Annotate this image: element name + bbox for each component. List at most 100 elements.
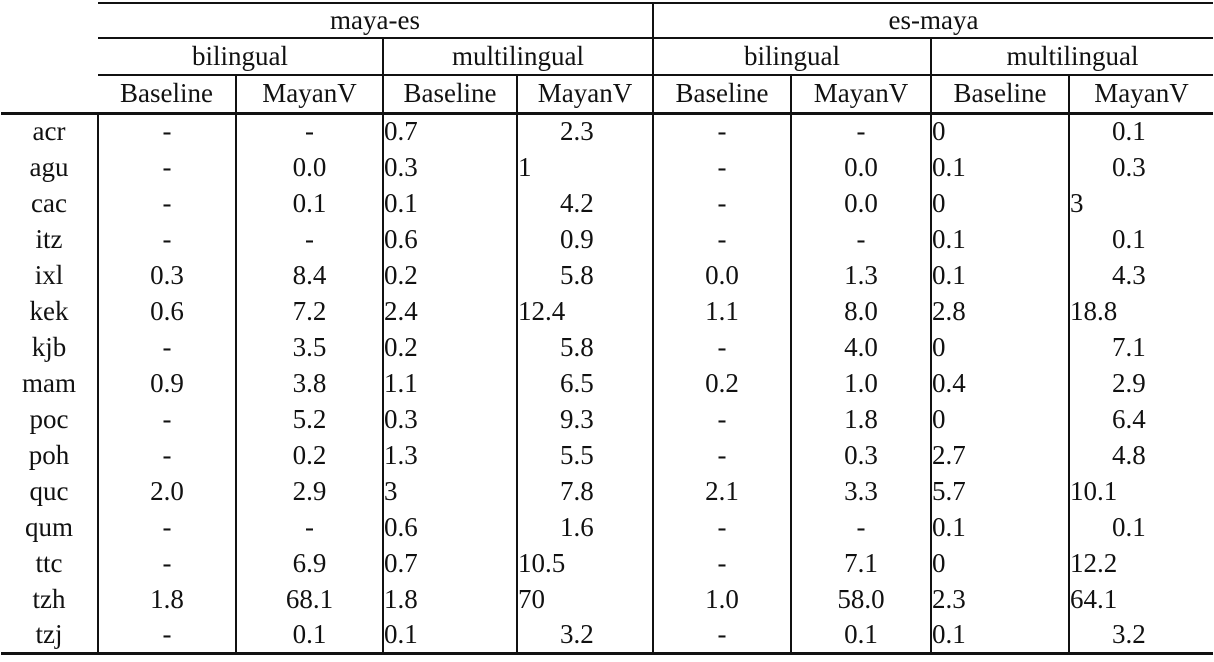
table-row: qum - -0.6 1.6- -0.1 0.1 [1, 509, 1214, 545]
data-cell: 2.4 [382, 293, 517, 329]
data-cell: 0.0 [235, 149, 383, 185]
data-cell: 1.6 [515, 509, 654, 545]
data-cell: 0.7 [382, 113, 517, 149]
data-cell: 2.3 [515, 113, 654, 149]
data-cell: - [652, 221, 792, 257]
data-cell: 0.6 [382, 221, 517, 257]
data-cell: 10.1 [1068, 473, 1214, 509]
table-row: quc 2.0 2.9 3 7.8 2.1 3.3 5.7 10.1 [1, 473, 1214, 509]
data-cell: 1.8 [382, 581, 517, 617]
subgroup-header: bilingual [652, 38, 932, 76]
data-cell: 3.5 [235, 329, 383, 365]
data-cell: 0.1 [930, 257, 1070, 293]
data-cell: 0.9 [515, 221, 654, 257]
data-cell: - [97, 221, 236, 257]
data-cell: 3.3 [790, 473, 932, 509]
table-row: ixl 0.3 8.4 0.2 5.8 0.0 1.3 0.1 4.3 [1, 257, 1214, 293]
data-cell: 4.0 [790, 329, 932, 365]
data-cell: 70 [515, 581, 654, 617]
row-label: itz [35, 223, 63, 254]
table-row: poh -0.2 1.3 5.5-0.3 2.7 4.8 [1, 437, 1214, 473]
data-cell: - [97, 509, 236, 545]
data-cell: 0.3 [97, 257, 236, 293]
data-cell: 4.3 [1068, 257, 1214, 293]
data-cell: 7.8 [515, 473, 654, 509]
row-label: acr [32, 116, 66, 147]
row-label: ttc [35, 547, 63, 578]
row-label: tzj [1, 617, 98, 655]
column-header: MayanV [1068, 75, 1214, 115]
data-cell: - [97, 329, 236, 365]
table-body: acr - -0.7 2.3- -0 0.1 agu -0.0 0.3 1-0.0 0.1 0.3 ca… [1, 113, 1214, 655]
data-cell: 1.8 [97, 581, 236, 617]
data-cell: 7.1 [1068, 329, 1214, 365]
data-cell: 0.2 [652, 365, 792, 401]
data-cell: - [790, 221, 932, 257]
row-label: quc [29, 475, 69, 506]
data-cell: 6.4 [1068, 401, 1214, 437]
data-cell: 0.2 [235, 437, 383, 473]
data-cell: 10.5 [515, 545, 654, 581]
data-cell: 1.1 [652, 293, 792, 329]
data-cell: 0.1 [930, 221, 1070, 257]
data-cell: 0.0 [790, 149, 932, 185]
column-header: MayanV [515, 75, 654, 115]
data-cell: 1.1 [382, 365, 517, 401]
data-cell: 9.3 [515, 401, 654, 437]
corner-blank [1, 75, 98, 115]
group-header-maya-es: maya-es [98, 2, 654, 39]
data-cell: 1.0 [652, 581, 792, 617]
data-cell: 5.8 [515, 329, 654, 365]
table-row: cac -0.1 0.1 4.2-0.0 0 3 [1, 185, 1214, 221]
data-cell: 0.7 [382, 545, 517, 581]
table-row: itz - -0.6 0.9- -0.1 0.1 [1, 221, 1214, 257]
data-cell: 0.3 [1068, 149, 1214, 185]
data-cell: 0.6 [382, 509, 517, 545]
data-cell: 1.0 [790, 365, 932, 401]
data-cell: 0.0 [790, 185, 932, 221]
data-cell: - [652, 329, 792, 365]
data-cell: 0.1 [790, 617, 932, 655]
data-cell: 2.1 [652, 473, 792, 509]
data-cell: 0 [930, 113, 1070, 149]
data-cell: 0.4 [930, 365, 1070, 401]
data-cell: 0.2 [382, 257, 517, 293]
data-cell: - [97, 185, 236, 221]
corner-blank [1, 38, 98, 75]
data-cell: 0.1 [930, 617, 1070, 655]
row-label: agu [29, 151, 69, 182]
data-cell: 12.2 [1068, 545, 1214, 581]
data-cell: 7.1 [790, 545, 932, 581]
data-cell: 0.3 [790, 437, 932, 473]
data-cell: - [97, 437, 236, 473]
table-row: kek 0.6 7.2 2.4 12.4 1.1 8.0 2.8 18.8 [1, 293, 1214, 329]
row-label: poh [28, 439, 70, 470]
data-cell: 3 [1068, 185, 1214, 221]
row-label: tzh [32, 583, 66, 614]
data-cell: 7.2 [235, 293, 383, 329]
data-cell: 3.8 [235, 365, 383, 401]
data-cell: 6.5 [515, 365, 654, 401]
subgroup-header: multilingual [930, 38, 1214, 76]
data-cell: - [235, 221, 383, 257]
data-cell: 0.3 [382, 401, 517, 437]
data-cell: 1.3 [382, 437, 517, 473]
data-cell: 68.1 [235, 581, 383, 617]
data-cell: 2.9 [235, 473, 383, 509]
corner-blank [1, 3, 98, 38]
data-cell: 2.0 [97, 473, 236, 509]
data-cell: 4.2 [515, 185, 654, 221]
data-cell: - [652, 617, 792, 655]
data-cell: 5.2 [235, 401, 383, 437]
data-cell: 12.4 [515, 293, 654, 329]
table-row: tzh 1.8 68.1 1.8 70 1.0 58.0 2.3 64.1 [1, 581, 1214, 617]
data-cell: 64.1 [1068, 581, 1214, 617]
data-cell: 3 [382, 473, 517, 509]
row-label: qum [24, 511, 73, 542]
data-cell: - [97, 401, 236, 437]
data-cell: 1.3 [790, 257, 932, 293]
table-row: poc -5.2 0.3 9.3-1.8 0 6.4 [1, 401, 1214, 437]
data-cell: 0.9 [97, 365, 236, 401]
data-cell: 2.8 [930, 293, 1070, 329]
